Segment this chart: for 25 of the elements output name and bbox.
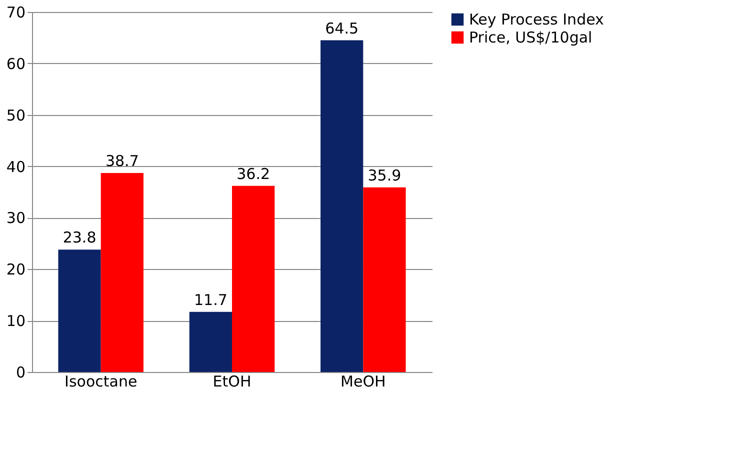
data-label: 11.7	[194, 290, 228, 309]
y-tick-label: 50	[6, 106, 26, 124]
y-tick-label: 20	[6, 260, 26, 279]
legend-label: Key Process Index	[469, 10, 604, 28]
bar	[232, 186, 275, 372]
data-label: 35.9	[368, 166, 402, 184]
bar	[320, 40, 364, 372]
bar	[100, 172, 144, 372]
x-tick-label: Isooctane	[64, 372, 138, 390]
y-tick-label: 0	[16, 364, 26, 382]
data-label: 23.8	[62, 228, 96, 247]
bar	[58, 250, 101, 372]
y-tick-label: 10	[6, 312, 26, 330]
x-tick-label: MeOH	[340, 372, 386, 390]
y-tick-label: 60	[6, 54, 26, 73]
data-label: 64.5	[325, 19, 359, 38]
legend-label: Price, US$/10gal	[469, 28, 592, 46]
y-tick-label: 70	[6, 4, 26, 22]
y-tick-label: 30	[6, 209, 26, 228]
bar	[363, 187, 406, 372]
data-label: 38.7	[105, 152, 139, 170]
bar	[189, 312, 232, 372]
y-tick-label: 40	[6, 158, 26, 176]
x-tick-label: EtOH	[212, 372, 252, 390]
data-label: 36.2	[236, 164, 270, 183]
